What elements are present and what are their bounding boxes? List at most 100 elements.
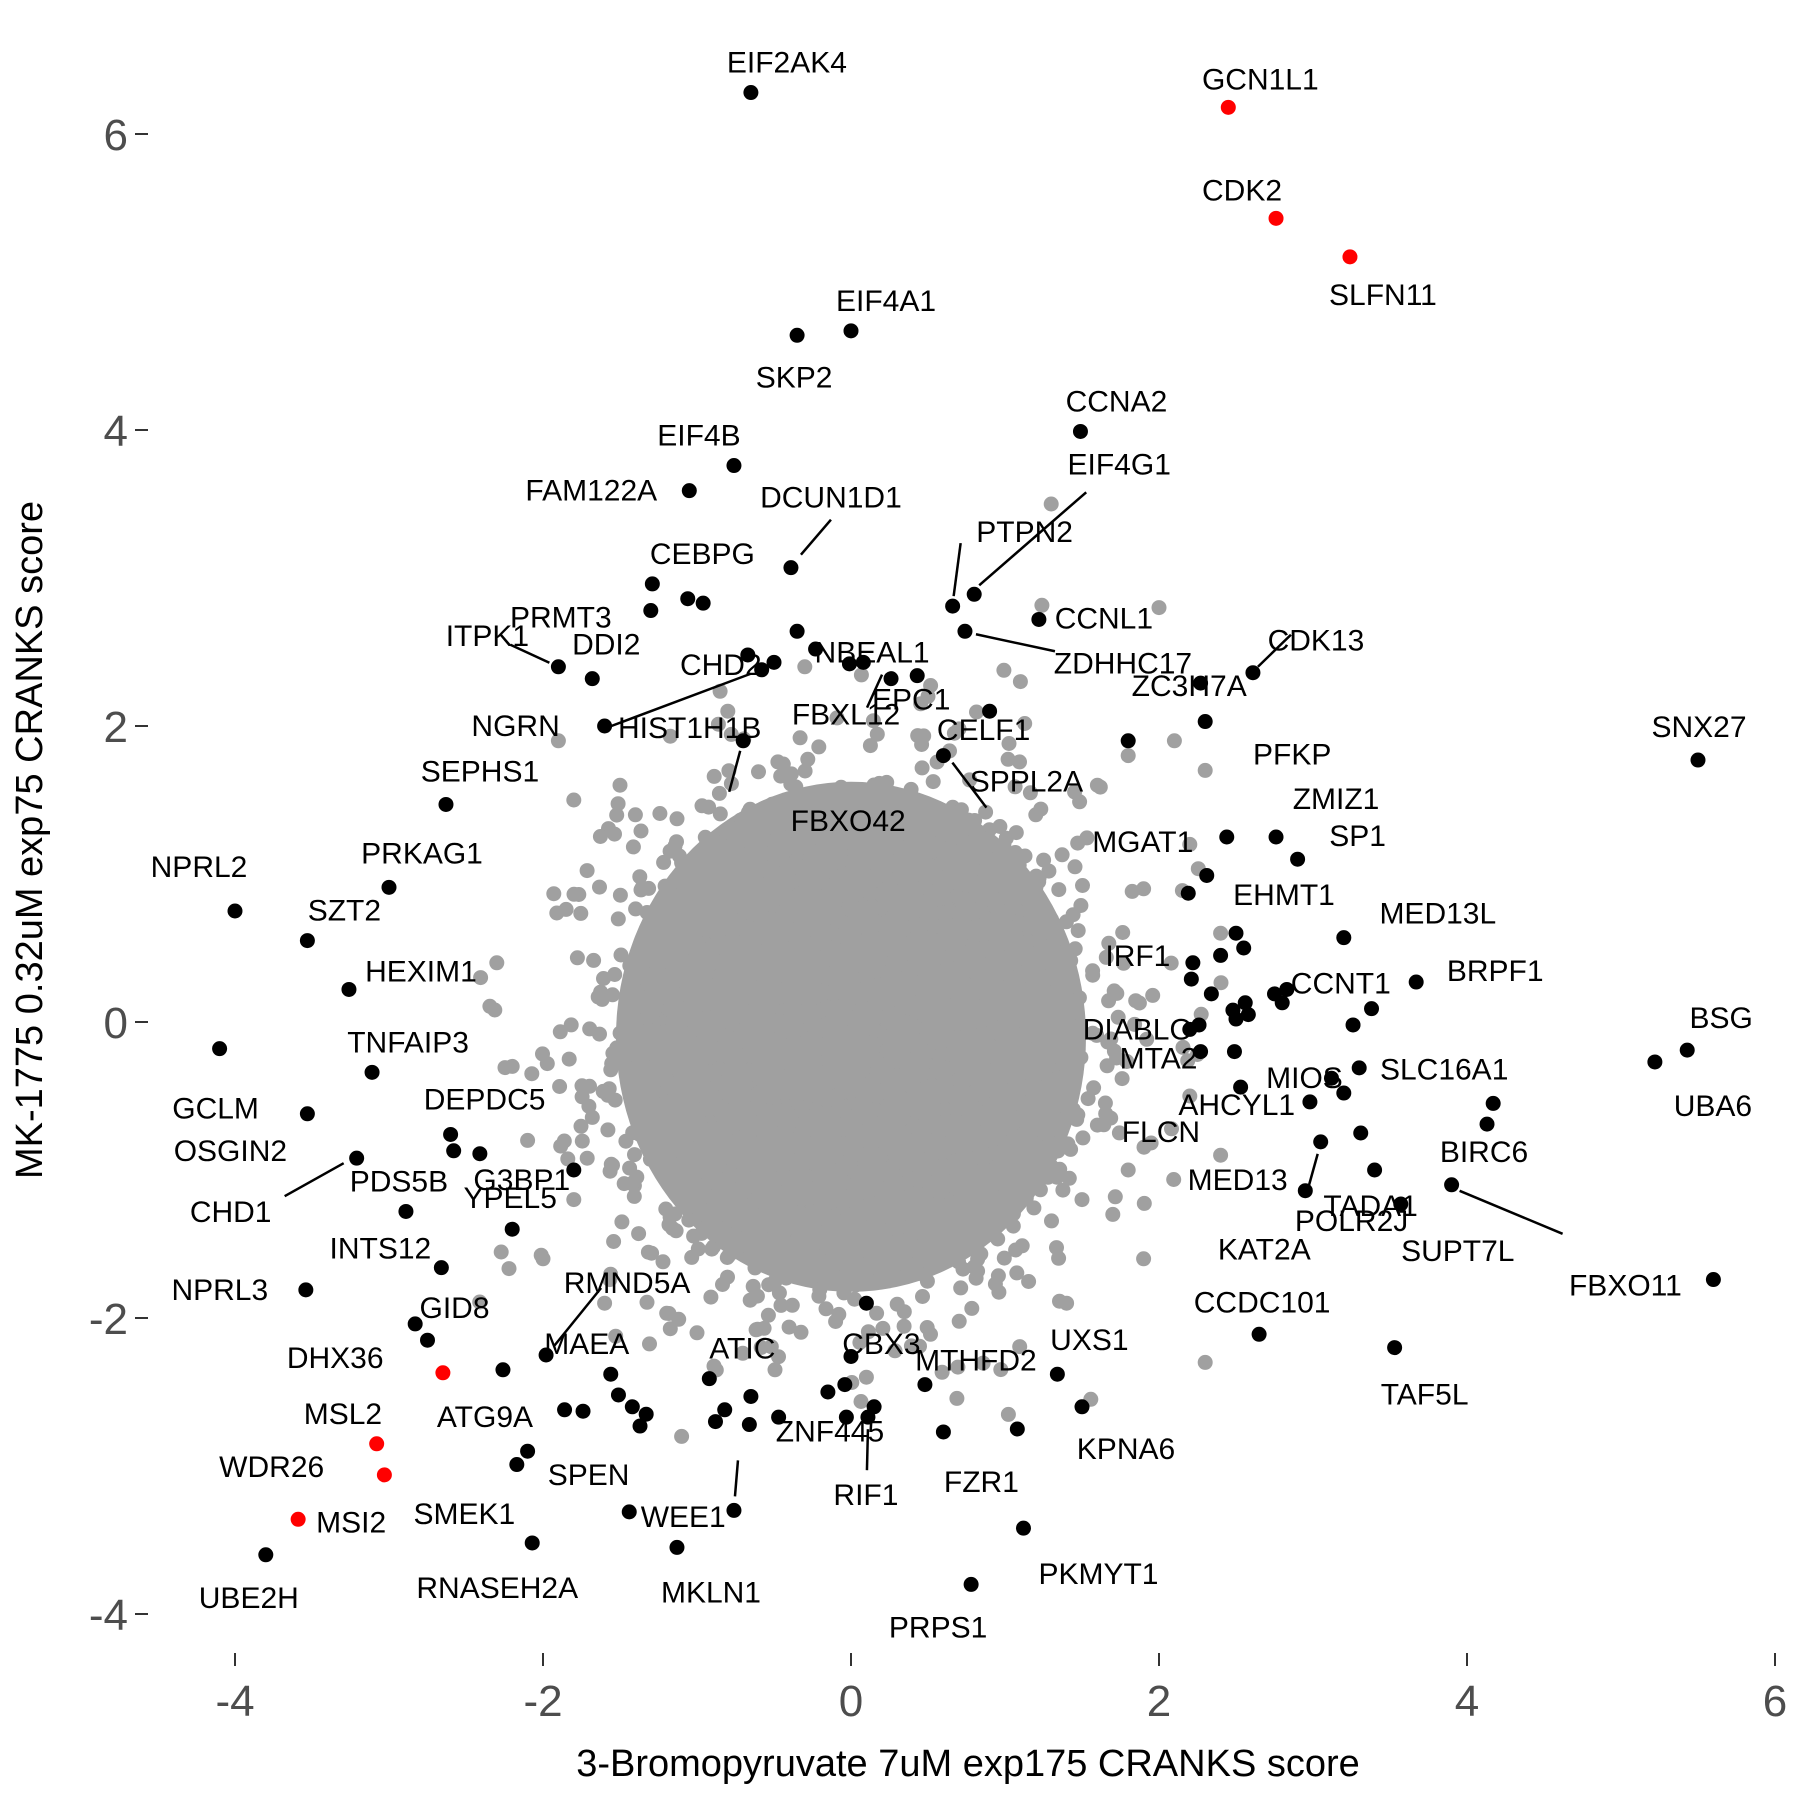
- gray-point: [1105, 1206, 1121, 1222]
- cloud-point: [872, 1113, 888, 1129]
- cloud-point: [865, 900, 881, 915]
- cloud-point: [701, 977, 717, 993]
- cloud-point: [867, 1101, 883, 1117]
- gray-point: [1074, 1192, 1090, 1208]
- cloud-point: [864, 1219, 880, 1235]
- cloud-point: [662, 1209, 678, 1225]
- gene-label: HIST1H1B: [618, 712, 761, 745]
- cloud-point: [574, 1133, 590, 1149]
- cloud-point: [1026, 1200, 1042, 1216]
- gene-label: UXS1: [1050, 1324, 1128, 1357]
- cloud-point: [1106, 1043, 1122, 1059]
- gene-point: [610, 1387, 626, 1403]
- cloud-point: [1067, 941, 1083, 957]
- cloud-point: [1116, 955, 1132, 971]
- gene-point: [754, 662, 770, 678]
- gene-point: [841, 656, 857, 672]
- cloud-point: [1012, 1339, 1028, 1355]
- cloud-point: [815, 1178, 831, 1194]
- cloud-point: [865, 987, 881, 1003]
- gene-label: MSI2: [316, 1506, 386, 1539]
- gene-point: [966, 586, 982, 602]
- cloud-point: [1009, 1265, 1025, 1281]
- gene-point: [1120, 733, 1136, 749]
- cloud-point: [855, 945, 870, 961]
- cloud-point: [785, 1236, 801, 1252]
- gray-point: [1043, 496, 1059, 512]
- gene-label: NBEAL1: [815, 636, 930, 669]
- cloud-point: [781, 1197, 797, 1213]
- gene-point: [701, 1371, 717, 1387]
- cloud-point: [892, 1232, 908, 1248]
- cloud-point: [982, 891, 998, 907]
- cloud-point: [1145, 987, 1161, 1003]
- gene-label: TAF5L: [1381, 1379, 1469, 1412]
- gene-label: CEBPG: [650, 538, 755, 571]
- cloud-point: [821, 817, 836, 833]
- leader-line: [509, 643, 550, 664]
- gene-point: [1387, 1340, 1403, 1356]
- gene-label: AHCYL1: [1178, 1089, 1295, 1122]
- leader-line: [799, 518, 832, 556]
- cloud-point: [723, 726, 739, 742]
- gene-point: [1647, 1054, 1663, 1070]
- gene-label: EPC1: [872, 684, 950, 717]
- gray-point: [1213, 925, 1229, 941]
- gene-label: PKMYT1: [1038, 1558, 1158, 1591]
- cloud-point: [840, 1212, 856, 1228]
- cloud-point: [723, 1135, 739, 1150]
- cloud-point: [1124, 883, 1140, 899]
- cloud-point: [1012, 754, 1027, 770]
- cloud-point: [879, 774, 895, 790]
- cloud-point: [1026, 879, 1042, 895]
- cloud-point: [628, 901, 644, 917]
- cloud-point: [642, 1134, 658, 1150]
- cloud-point: [1014, 981, 1030, 997]
- gray-point: [612, 777, 628, 793]
- cloud-point: [900, 971, 915, 987]
- gene-point: [643, 603, 659, 619]
- gene-point: [1393, 1196, 1409, 1212]
- cloud-point: [757, 822, 772, 838]
- cloud-point: [1089, 1027, 1105, 1043]
- cloud-point: [1007, 845, 1023, 860]
- cloud-point: [974, 830, 990, 846]
- cloud-point: [964, 901, 980, 917]
- cloud-point: [1213, 975, 1229, 991]
- cloud-point: [714, 863, 730, 879]
- cloud-point: [951, 1313, 967, 1329]
- gene-point: [1233, 1079, 1249, 1095]
- cloud-point: [781, 944, 797, 960]
- cloud-point: [1067, 859, 1083, 875]
- cloud-point: [668, 965, 684, 981]
- gene-label: G3BP1: [473, 1164, 570, 1197]
- cloud-point: [647, 926, 663, 942]
- gene-point: [935, 1424, 951, 1440]
- cloud-point: [711, 785, 727, 801]
- cloud-point: [626, 1188, 642, 1204]
- cloud-point: [771, 1285, 787, 1301]
- cloud-point: [1008, 1242, 1024, 1258]
- cloud-point: [964, 1118, 980, 1134]
- cloud-point: [773, 768, 789, 784]
- cloud-point: [715, 838, 731, 854]
- cloud-point: [905, 1225, 921, 1241]
- gene-point: [1251, 1326, 1267, 1342]
- cloud-point: [801, 1219, 817, 1235]
- cloud-point: [1114, 1071, 1130, 1087]
- cloud-point: [744, 841, 760, 857]
- cloud-point: [784, 975, 800, 991]
- leader-line: [553, 1287, 603, 1347]
- cloud-point: [912, 953, 927, 969]
- cloud-point: [1128, 993, 1144, 1009]
- gene-point: [1367, 1162, 1383, 1178]
- cloud-point: [641, 880, 657, 896]
- cloud-point: [915, 1289, 930, 1304]
- cloud-point: [725, 1152, 741, 1168]
- highlighted-point: [369, 1436, 385, 1452]
- gray-point: [797, 659, 813, 675]
- cloud-point: [685, 993, 701, 1009]
- cloud-point: [560, 1151, 576, 1167]
- cloud-point: [803, 791, 819, 807]
- cloud-point: [916, 1236, 931, 1252]
